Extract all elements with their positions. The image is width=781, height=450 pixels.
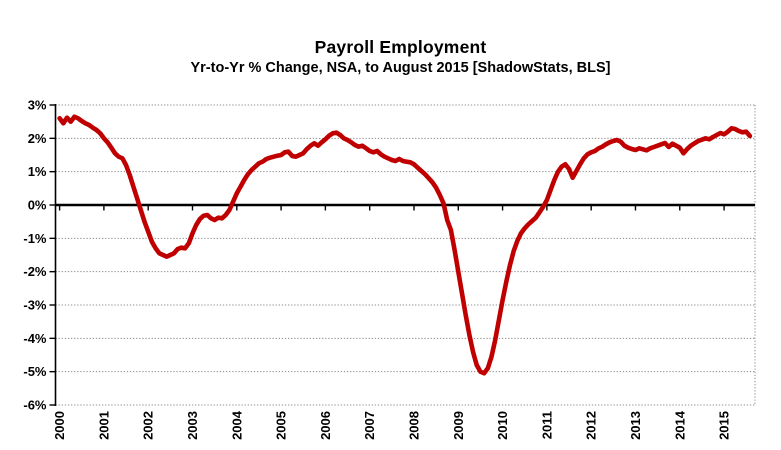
chart-title: Payroll Employment [314, 37, 487, 57]
y-axis-tick-label: -3% [23, 298, 47, 313]
x-axis-tick-label: 2002 [141, 411, 156, 440]
y-axis-tick-label: 1% [28, 164, 47, 179]
x-axis-tick-label: 2003 [185, 411, 200, 440]
x-axis-tick-label: 2014 [672, 410, 687, 440]
x-axis-tick-label: 2006 [318, 411, 333, 440]
x-axis-tick-label: 2004 [229, 410, 244, 440]
y-axis-tick-label: -5% [23, 364, 47, 379]
y-axis-tick-label: -1% [23, 231, 47, 246]
x-axis-tick-label: 2000 [52, 411, 67, 440]
payroll-data-line [57, 114, 753, 376]
y-axis-tick-label: 2% [28, 131, 47, 146]
y-axis-tick-label: 0% [28, 198, 47, 213]
x-axis-tick-label: 2013 [628, 411, 643, 440]
x-axis-tick-label: 2012 [584, 411, 599, 440]
y-axis-tick-label: -2% [23, 264, 47, 279]
x-axis-tick-label: 2007 [362, 411, 377, 440]
x-axis-tick-label: 2005 [274, 411, 289, 440]
x-axis-tick-label: 2010 [495, 411, 510, 440]
x-axis-tick-label: 2009 [451, 411, 466, 440]
x-axis-tick-label: 2015 [717, 411, 732, 440]
y-axis-tick-label: -6% [23, 398, 47, 413]
x-axis-tick-label: 2001 [96, 411, 111, 440]
y-axis-tick-label: 3% [28, 98, 47, 113]
y-axis-tick-label: -4% [23, 331, 47, 346]
x-axis-tick-label: 2011 [539, 411, 554, 439]
x-axis-tick-label: 2008 [406, 411, 421, 440]
chart-subtitle: Yr-to-Yr % Change, NSA, to August 2015 [… [190, 60, 611, 76]
